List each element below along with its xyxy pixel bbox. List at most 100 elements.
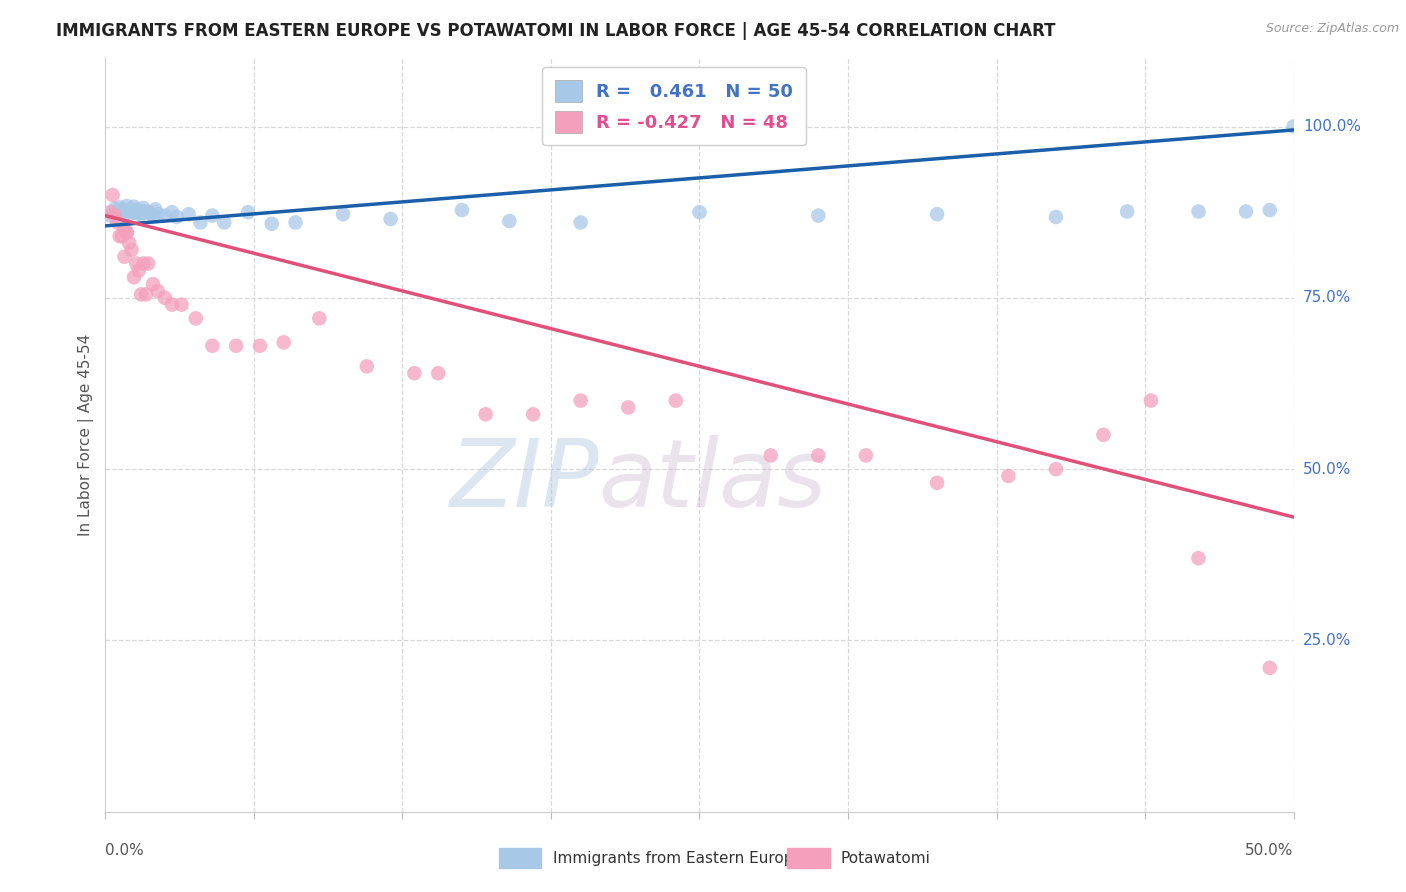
Point	[114, 250, 136, 264]
Point	[101, 188, 124, 202]
Point	[332, 207, 354, 221]
Point	[108, 200, 131, 214]
Point	[166, 210, 188, 224]
Point	[132, 201, 155, 215]
Text: IMMIGRANTS FROM EASTERN EUROPE VS POTAWATOMI IN LABOR FORCE | AGE 45-54 CORRELAT: IMMIGRANTS FROM EASTERN EUROPE VS POTAWA…	[56, 22, 1056, 40]
Point	[142, 209, 165, 223]
Point	[142, 277, 165, 291]
Point	[122, 270, 145, 285]
Point	[997, 469, 1019, 483]
Point	[129, 207, 152, 221]
Point	[617, 401, 640, 415]
Point	[356, 359, 378, 374]
Point	[190, 215, 212, 229]
Point	[1187, 551, 1209, 566]
Point	[201, 209, 224, 223]
Point	[129, 204, 152, 219]
Point	[135, 204, 157, 219]
Point	[146, 207, 169, 221]
Point	[125, 206, 148, 220]
Point	[1258, 661, 1281, 675]
Point	[108, 229, 131, 244]
Point	[404, 366, 426, 380]
Point	[665, 393, 688, 408]
Point	[111, 203, 134, 218]
Point	[1258, 203, 1281, 218]
Text: Immigrants from Eastern Europe: Immigrants from Eastern Europe	[553, 851, 803, 865]
Text: 25.0%: 25.0%	[1303, 633, 1351, 648]
Point	[284, 215, 307, 229]
Point	[98, 205, 121, 219]
Point	[214, 215, 236, 229]
Point	[236, 205, 259, 219]
Point	[1045, 462, 1067, 476]
Point	[1116, 204, 1139, 219]
Point	[128, 203, 150, 218]
Point	[273, 335, 295, 350]
Point	[184, 311, 207, 326]
Point	[128, 263, 150, 277]
Point	[121, 243, 143, 257]
Legend: R =   0.461   N = 50, R = -0.427   N = 48: R = 0.461 N = 50, R = -0.427 N = 48	[543, 67, 806, 145]
Point	[128, 206, 150, 220]
Point	[160, 298, 183, 312]
Point	[115, 226, 138, 240]
Point	[1282, 120, 1305, 134]
Text: 0.0%: 0.0%	[105, 843, 145, 858]
Point	[807, 449, 830, 463]
Point	[122, 200, 145, 214]
Text: 75.0%: 75.0%	[1303, 290, 1351, 305]
Point	[925, 475, 948, 490]
Point	[569, 215, 592, 229]
Point	[177, 207, 200, 221]
Point	[143, 202, 166, 217]
Text: Potawatomi: Potawatomi	[841, 851, 931, 865]
Point	[427, 366, 450, 380]
Point	[1140, 393, 1163, 408]
Point	[1092, 427, 1115, 442]
Point	[105, 205, 128, 219]
Point	[474, 407, 496, 421]
Point	[308, 311, 330, 326]
Point	[153, 209, 176, 223]
Point	[925, 207, 948, 221]
Point	[759, 449, 782, 463]
Point	[1187, 204, 1209, 219]
Point	[125, 256, 148, 270]
Point	[129, 287, 152, 301]
Point	[114, 222, 136, 236]
Text: ZIP: ZIP	[449, 434, 599, 525]
Point	[1234, 204, 1257, 219]
Point	[380, 212, 402, 227]
Point	[689, 205, 711, 219]
Point	[135, 287, 157, 301]
Point	[136, 205, 159, 219]
Point	[115, 199, 138, 213]
Text: Source: ZipAtlas.com: Source: ZipAtlas.com	[1265, 22, 1399, 36]
Point	[855, 449, 877, 463]
Point	[114, 208, 136, 222]
Point	[146, 284, 169, 298]
Point	[121, 203, 143, 218]
Point	[111, 229, 134, 244]
Point	[98, 209, 121, 223]
Point	[105, 215, 128, 229]
Text: 50.0%: 50.0%	[1246, 843, 1294, 858]
Point	[132, 206, 155, 220]
Point	[118, 202, 141, 217]
Point	[139, 206, 162, 220]
Point	[115, 226, 138, 240]
Point	[125, 202, 148, 217]
Point	[122, 205, 145, 219]
Point	[1045, 210, 1067, 224]
Point	[225, 339, 247, 353]
Point	[260, 217, 283, 231]
Point	[450, 203, 472, 218]
Point	[249, 339, 271, 353]
Point	[569, 393, 592, 408]
Point	[498, 214, 520, 228]
Point	[132, 256, 155, 270]
Point	[170, 298, 193, 312]
Point	[104, 202, 127, 216]
Point	[136, 256, 159, 270]
